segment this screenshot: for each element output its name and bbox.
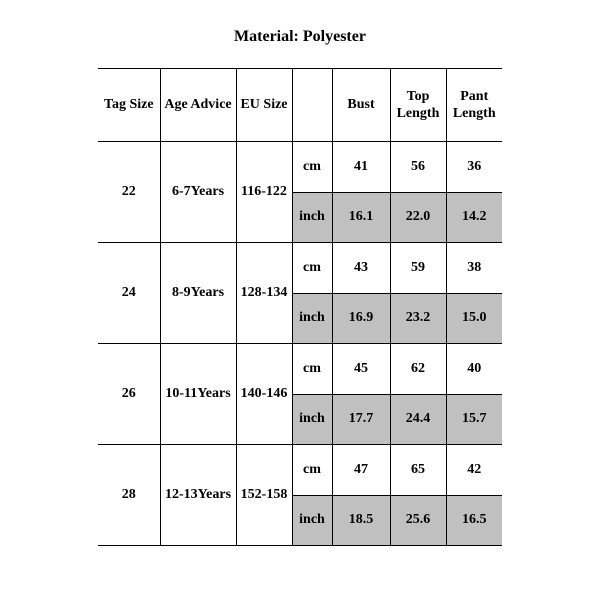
cell-eu-size: 140-146 (236, 344, 292, 445)
table-row: 24 8-9Years 128-134 cm 43 59 38 (98, 243, 502, 294)
cell-unit-inch: inch (292, 495, 332, 546)
cell-eu-size: 128-134 (236, 243, 292, 344)
cell-pant-length: 36 (446, 142, 502, 193)
cell-bust: 45 (332, 344, 390, 395)
cell-bust: 41 (332, 142, 390, 193)
cell-pant-length: 16.5 (446, 495, 502, 546)
cell-pant-length: 15.0 (446, 293, 502, 344)
cell-age-advice: 8-9Years (160, 243, 236, 344)
cell-bust: 47 (332, 445, 390, 496)
cell-unit-inch: inch (292, 394, 332, 445)
cell-bust: 43 (332, 243, 390, 294)
cell-bust: 16.9 (332, 293, 390, 344)
col-header-bust: Bust (332, 69, 390, 142)
cell-top-length: 25.6 (390, 495, 446, 546)
table-row: 26 10-11Years 140-146 cm 45 62 40 (98, 344, 502, 395)
cell-unit-cm: cm (292, 243, 332, 294)
table-row: 22 6-7Years 116-122 cm 41 56 36 (98, 142, 502, 193)
cell-top-length: 24.4 (390, 394, 446, 445)
cell-tag-size: 28 (98, 445, 160, 546)
cell-age-advice: 6-7Years (160, 142, 236, 243)
cell-eu-size: 152-158 (236, 445, 292, 546)
cell-unit-cm: cm (292, 344, 332, 395)
cell-unit-cm: cm (292, 142, 332, 193)
cell-unit-inch: inch (292, 192, 332, 243)
cell-pant-length: 40 (446, 344, 502, 395)
cell-unit-inch: inch (292, 293, 332, 344)
cell-bust: 16.1 (332, 192, 390, 243)
table-row: 28 12-13Years 152-158 cm 47 65 42 (98, 445, 502, 496)
cell-top-length: 22.0 (390, 192, 446, 243)
cell-top-length: 56 (390, 142, 446, 193)
cell-age-advice: 10-11Years (160, 344, 236, 445)
cell-pant-length: 42 (446, 445, 502, 496)
col-header-pant-length: Pant Length (446, 69, 502, 142)
table-header-row: Tag Size Age Advice EU Size Bust Top Len… (98, 69, 502, 142)
size-table: Tag Size Age Advice EU Size Bust Top Len… (98, 68, 502, 546)
cell-tag-size: 24 (98, 243, 160, 344)
cell-top-length: 59 (390, 243, 446, 294)
cell-top-length: 62 (390, 344, 446, 395)
col-header-unit (292, 69, 332, 142)
cell-pant-length: 15.7 (446, 394, 502, 445)
cell-pant-length: 38 (446, 243, 502, 294)
cell-eu-size: 116-122 (236, 142, 292, 243)
cell-bust: 17.7 (332, 394, 390, 445)
cell-pant-length: 14.2 (446, 192, 502, 243)
cell-tag-size: 26 (98, 344, 160, 445)
page-title: Material: Polyester (0, 28, 600, 46)
col-header-tag-size: Tag Size (98, 69, 160, 142)
cell-age-advice: 12-13Years (160, 445, 236, 546)
col-header-age-advice: Age Advice (160, 69, 236, 142)
cell-bust: 18.5 (332, 495, 390, 546)
cell-tag-size: 22 (98, 142, 160, 243)
col-header-top-length: Top Length (390, 69, 446, 142)
page: Material: Polyester Tag Size Age Advice … (0, 0, 600, 600)
cell-unit-cm: cm (292, 445, 332, 496)
col-header-eu-size: EU Size (236, 69, 292, 142)
cell-top-length: 23.2 (390, 293, 446, 344)
cell-top-length: 65 (390, 445, 446, 496)
